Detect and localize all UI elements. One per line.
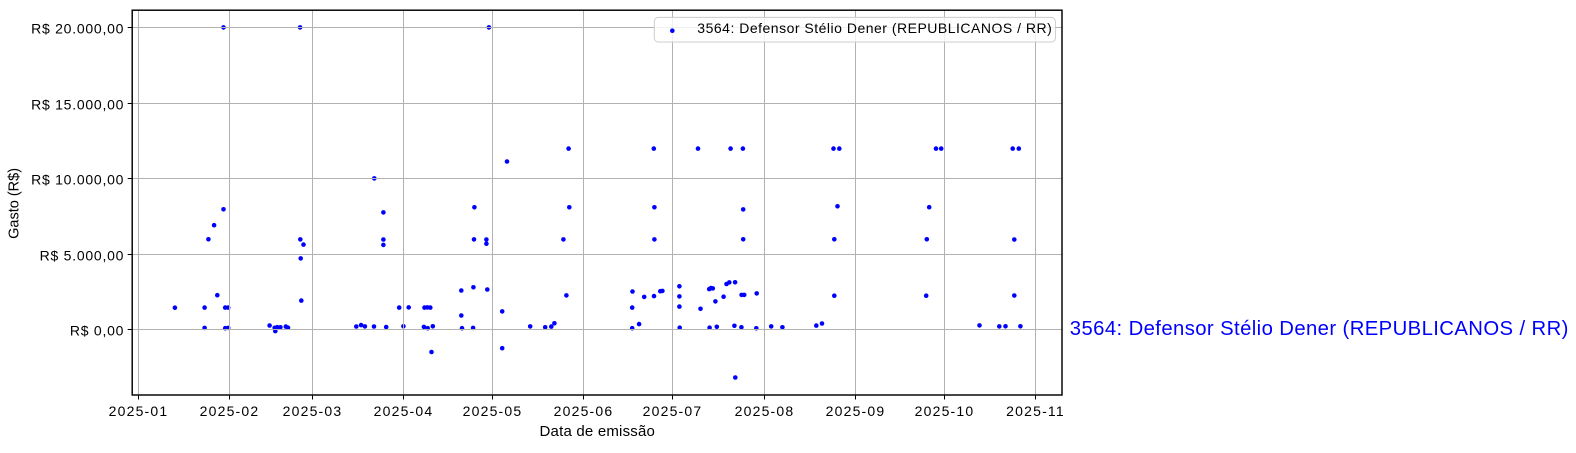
svg-text:2025-04: 2025-04 [374,403,434,419]
svg-text:3564: Defensor Stélio Dener (R: 3564: Defensor Stélio Dener (REPUBLICANO… [1070,318,1569,340]
svg-text:2025-10: 2025-10 [915,403,975,419]
svg-text:3564: Defensor Stélio Dener (R: 3564: Defensor Stélio Dener (REPUBLICANO… [697,20,1052,36]
svg-text:R$ 10.000,00: R$ 10.000,00 [31,171,124,187]
svg-text:R$ 15.000,00: R$ 15.000,00 [31,96,124,112]
svg-text:2025-02: 2025-02 [200,403,260,419]
svg-text:2025-03: 2025-03 [283,403,343,419]
svg-text:2025-05: 2025-05 [463,403,523,419]
svg-text:Data de emissão: Data de emissão [540,423,656,440]
svg-text:R$ 0,00: R$ 0,00 [70,322,124,338]
svg-text:R$ 5.000,00: R$ 5.000,00 [40,247,125,263]
svg-text:2025-06: 2025-06 [554,403,614,419]
svg-text:2025-07: 2025-07 [643,403,703,419]
svg-text:Gasto (R$): Gasto (R$) [6,168,22,239]
svg-text:2025-09: 2025-09 [826,403,886,419]
svg-text:R$ 20.000,00: R$ 20.000,00 [31,20,124,36]
svg-text:2025-11: 2025-11 [1006,403,1065,419]
svg-text:2025-01: 2025-01 [109,403,169,419]
svg-text:2025-08: 2025-08 [735,403,795,419]
